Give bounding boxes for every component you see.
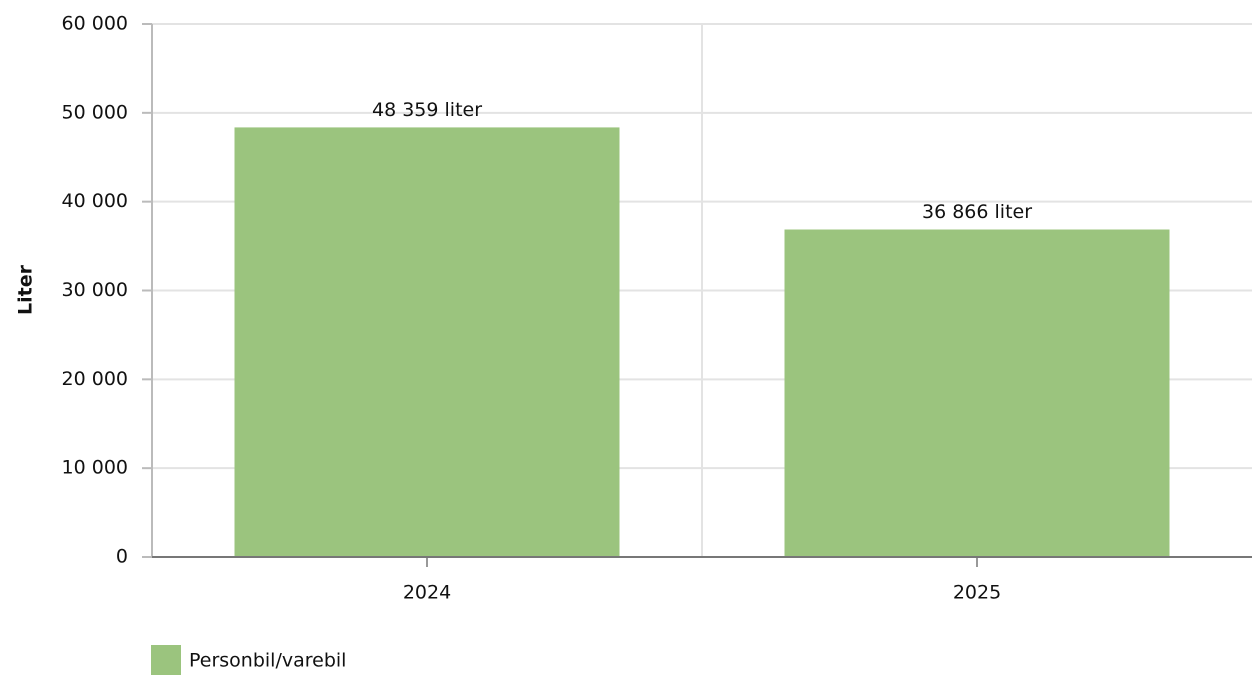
y-tick-label: 50 000 — [62, 101, 128, 123]
y-tick-label: 20 000 — [62, 368, 128, 390]
y-tick-label: 60 000 — [62, 13, 128, 35]
y-tick-label: 0 — [116, 546, 128, 568]
value-label: 48 359 liter — [372, 99, 482, 121]
y-tick-label: 40 000 — [62, 190, 128, 212]
legend-swatch — [151, 645, 181, 675]
y-tick-label: 30 000 — [62, 279, 128, 301]
y-tick-label: 10 000 — [62, 457, 128, 479]
x-tick-label: 2025 — [953, 582, 1001, 604]
legend-label: Personbil/varebil — [189, 650, 346, 672]
x-tick-label: 2024 — [403, 582, 451, 604]
bar — [784, 229, 1170, 558]
value-label: 36 866 liter — [922, 201, 1032, 223]
y-axis-label: Liter — [15, 264, 37, 315]
bar — [234, 127, 620, 557]
